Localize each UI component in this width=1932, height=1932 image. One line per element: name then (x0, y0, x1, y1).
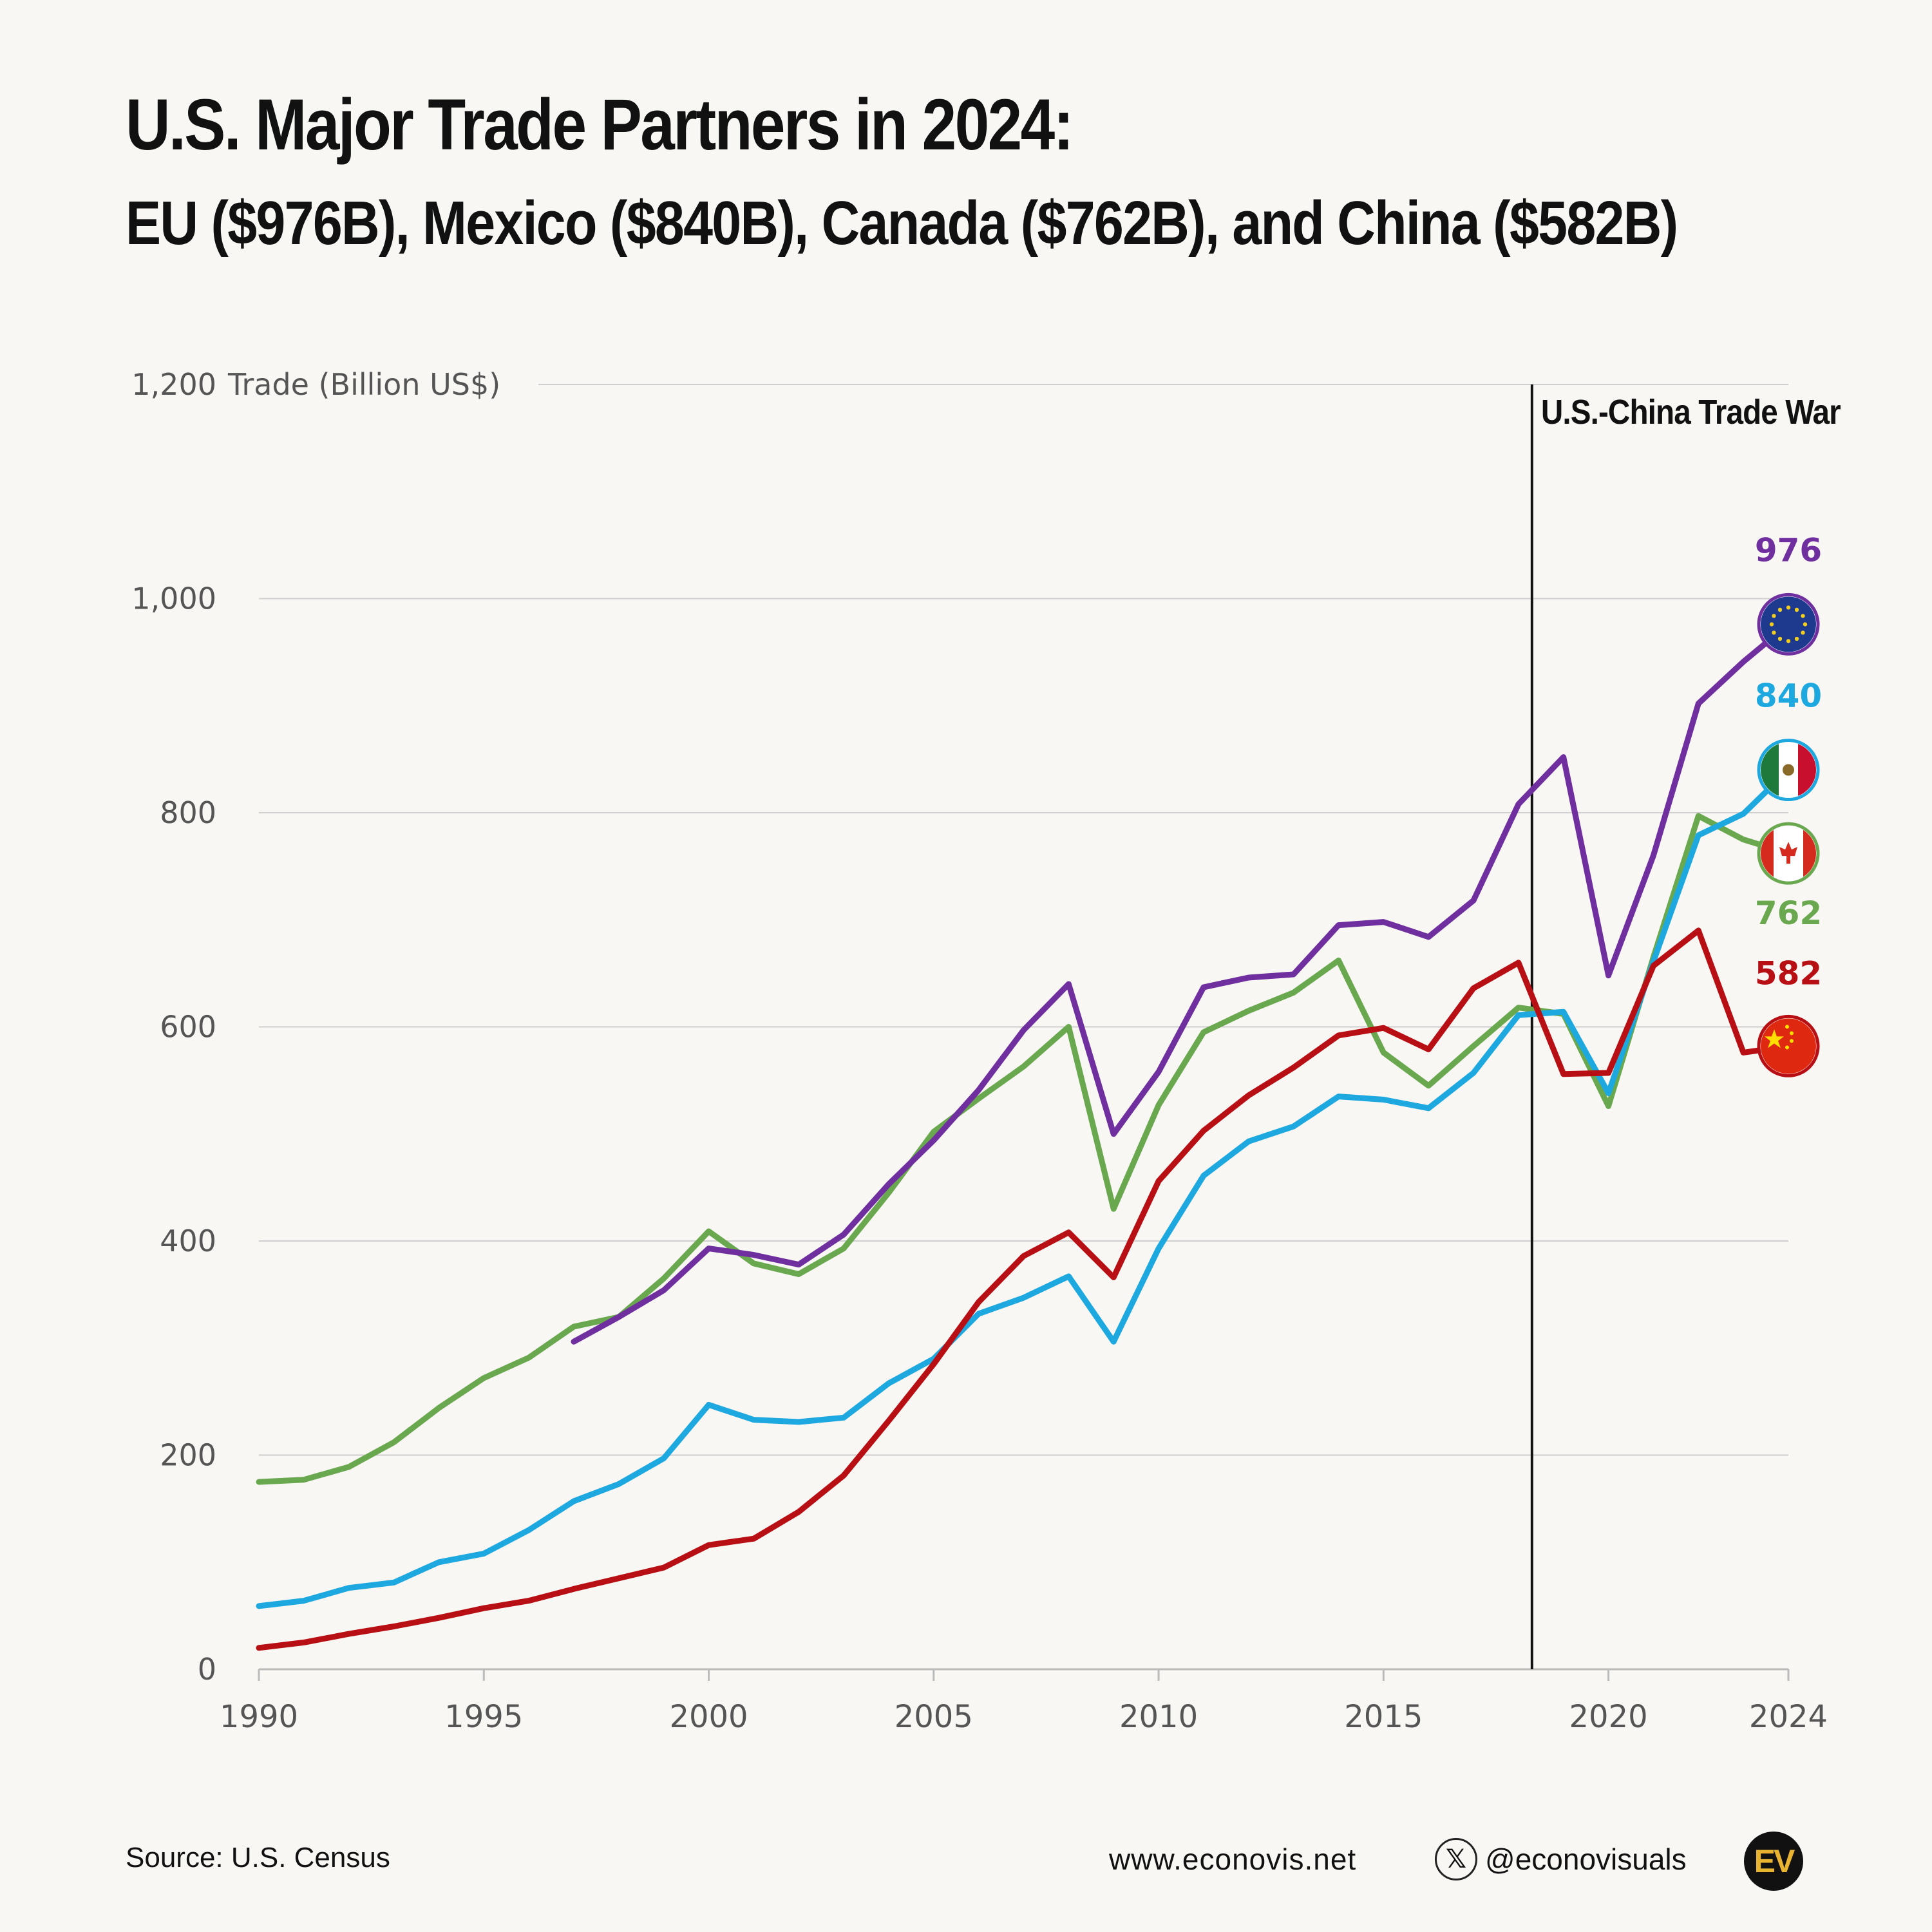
series-lines (256, 621, 1792, 1651)
x-tick-label: 2020 (1569, 1699, 1648, 1735)
x-tick-label: 2015 (1344, 1699, 1423, 1735)
flag-fill (1761, 1018, 1816, 1074)
x-axis: 1990 1995 2000 2005 2010 2015 2020 2024 (220, 1668, 1828, 1735)
mexico-flag-icon (1757, 739, 1820, 801)
series-line-canada (256, 813, 1792, 1485)
x-tick-label: 2000 (669, 1699, 748, 1735)
x-tick-label: 1995 (444, 1699, 523, 1735)
end-value-label-canada: 762 (1755, 895, 1822, 932)
x-tick-label: 2010 (1119, 1699, 1198, 1735)
china-small-star (1790, 1031, 1794, 1036)
econovis-logo: EV (1744, 1832, 1803, 1891)
end-value-label-china: 582 (1755, 954, 1822, 992)
end-value-label-eu: 976 (1755, 531, 1822, 569)
canada-flag-icon (1757, 822, 1820, 885)
trade-war-label: U.S.-China Trade War (1541, 393, 1841, 431)
y-tick-label: 400 (160, 1224, 216, 1258)
eu-star (1772, 630, 1776, 635)
flag-fill (1761, 742, 1816, 798)
footer-website-link[interactable]: www.econovis.net (1109, 1842, 1357, 1876)
y-axis-label: Trade (Billion US$) (227, 367, 500, 402)
china-star (1765, 1029, 1784, 1048)
eu-star (1801, 614, 1805, 618)
y-axis: 0 200 400 600 800 1,000 1,200 Trade (Billion US… (131, 367, 500, 1687)
end-value-label-mexico: 840 (1755, 677, 1822, 715)
eu-star (1794, 607, 1799, 612)
y-tick-label: 800 (160, 795, 216, 830)
y-tick-label: 1,200 (131, 367, 216, 402)
series-end-markers: 976 840 762 582 (1755, 531, 1822, 1077)
y-tick-label: 0 (198, 1652, 216, 1687)
footer-social-handle[interactable]: @econovisuals (1485, 1842, 1687, 1876)
china-flag-icon (1757, 1014, 1820, 1077)
y-tick-label: 1,000 (131, 582, 216, 616)
eu-star (1777, 607, 1783, 612)
eu-star (1786, 639, 1791, 643)
footer-source: Source: U.S. Census (126, 1842, 390, 1873)
china-small-star (1785, 1045, 1789, 1050)
china-small-star (1785, 1025, 1789, 1029)
china-small-star (1790, 1039, 1794, 1043)
eu-star (1786, 605, 1791, 610)
eu-star (1777, 636, 1783, 641)
coat-of-arms (1783, 764, 1794, 776)
eu-star (1772, 614, 1776, 618)
x-logo-icon: 𝕏 (1435, 1838, 1477, 1880)
series-line-eu (571, 621, 1792, 1345)
chart-title: U.S. Major Trade Partners in 2024: (126, 84, 1074, 165)
y-tick-label: 200 (160, 1438, 216, 1473)
eu-star (1769, 622, 1774, 627)
eu-star (1801, 630, 1805, 635)
series-line-mexico (256, 767, 1792, 1609)
x-tick-label: 2024 (1749, 1699, 1828, 1735)
x-tick-label: 1990 (220, 1699, 298, 1735)
x-tick-label: 2005 (895, 1699, 973, 1735)
maple-leaf (1779, 842, 1797, 864)
flag-fill (1761, 596, 1816, 652)
series-line-china (256, 927, 1792, 1651)
eu-star (1794, 636, 1799, 641)
chart-subtitle: EU ($976B), Mexico ($840B), Canada ($762… (126, 189, 1678, 258)
annotation: U.S.-China Trade War (1530, 384, 1842, 1669)
eu-flag-icon (1757, 592, 1820, 656)
eu-star (1803, 622, 1808, 627)
y-tick-label: 600 (160, 1010, 216, 1045)
